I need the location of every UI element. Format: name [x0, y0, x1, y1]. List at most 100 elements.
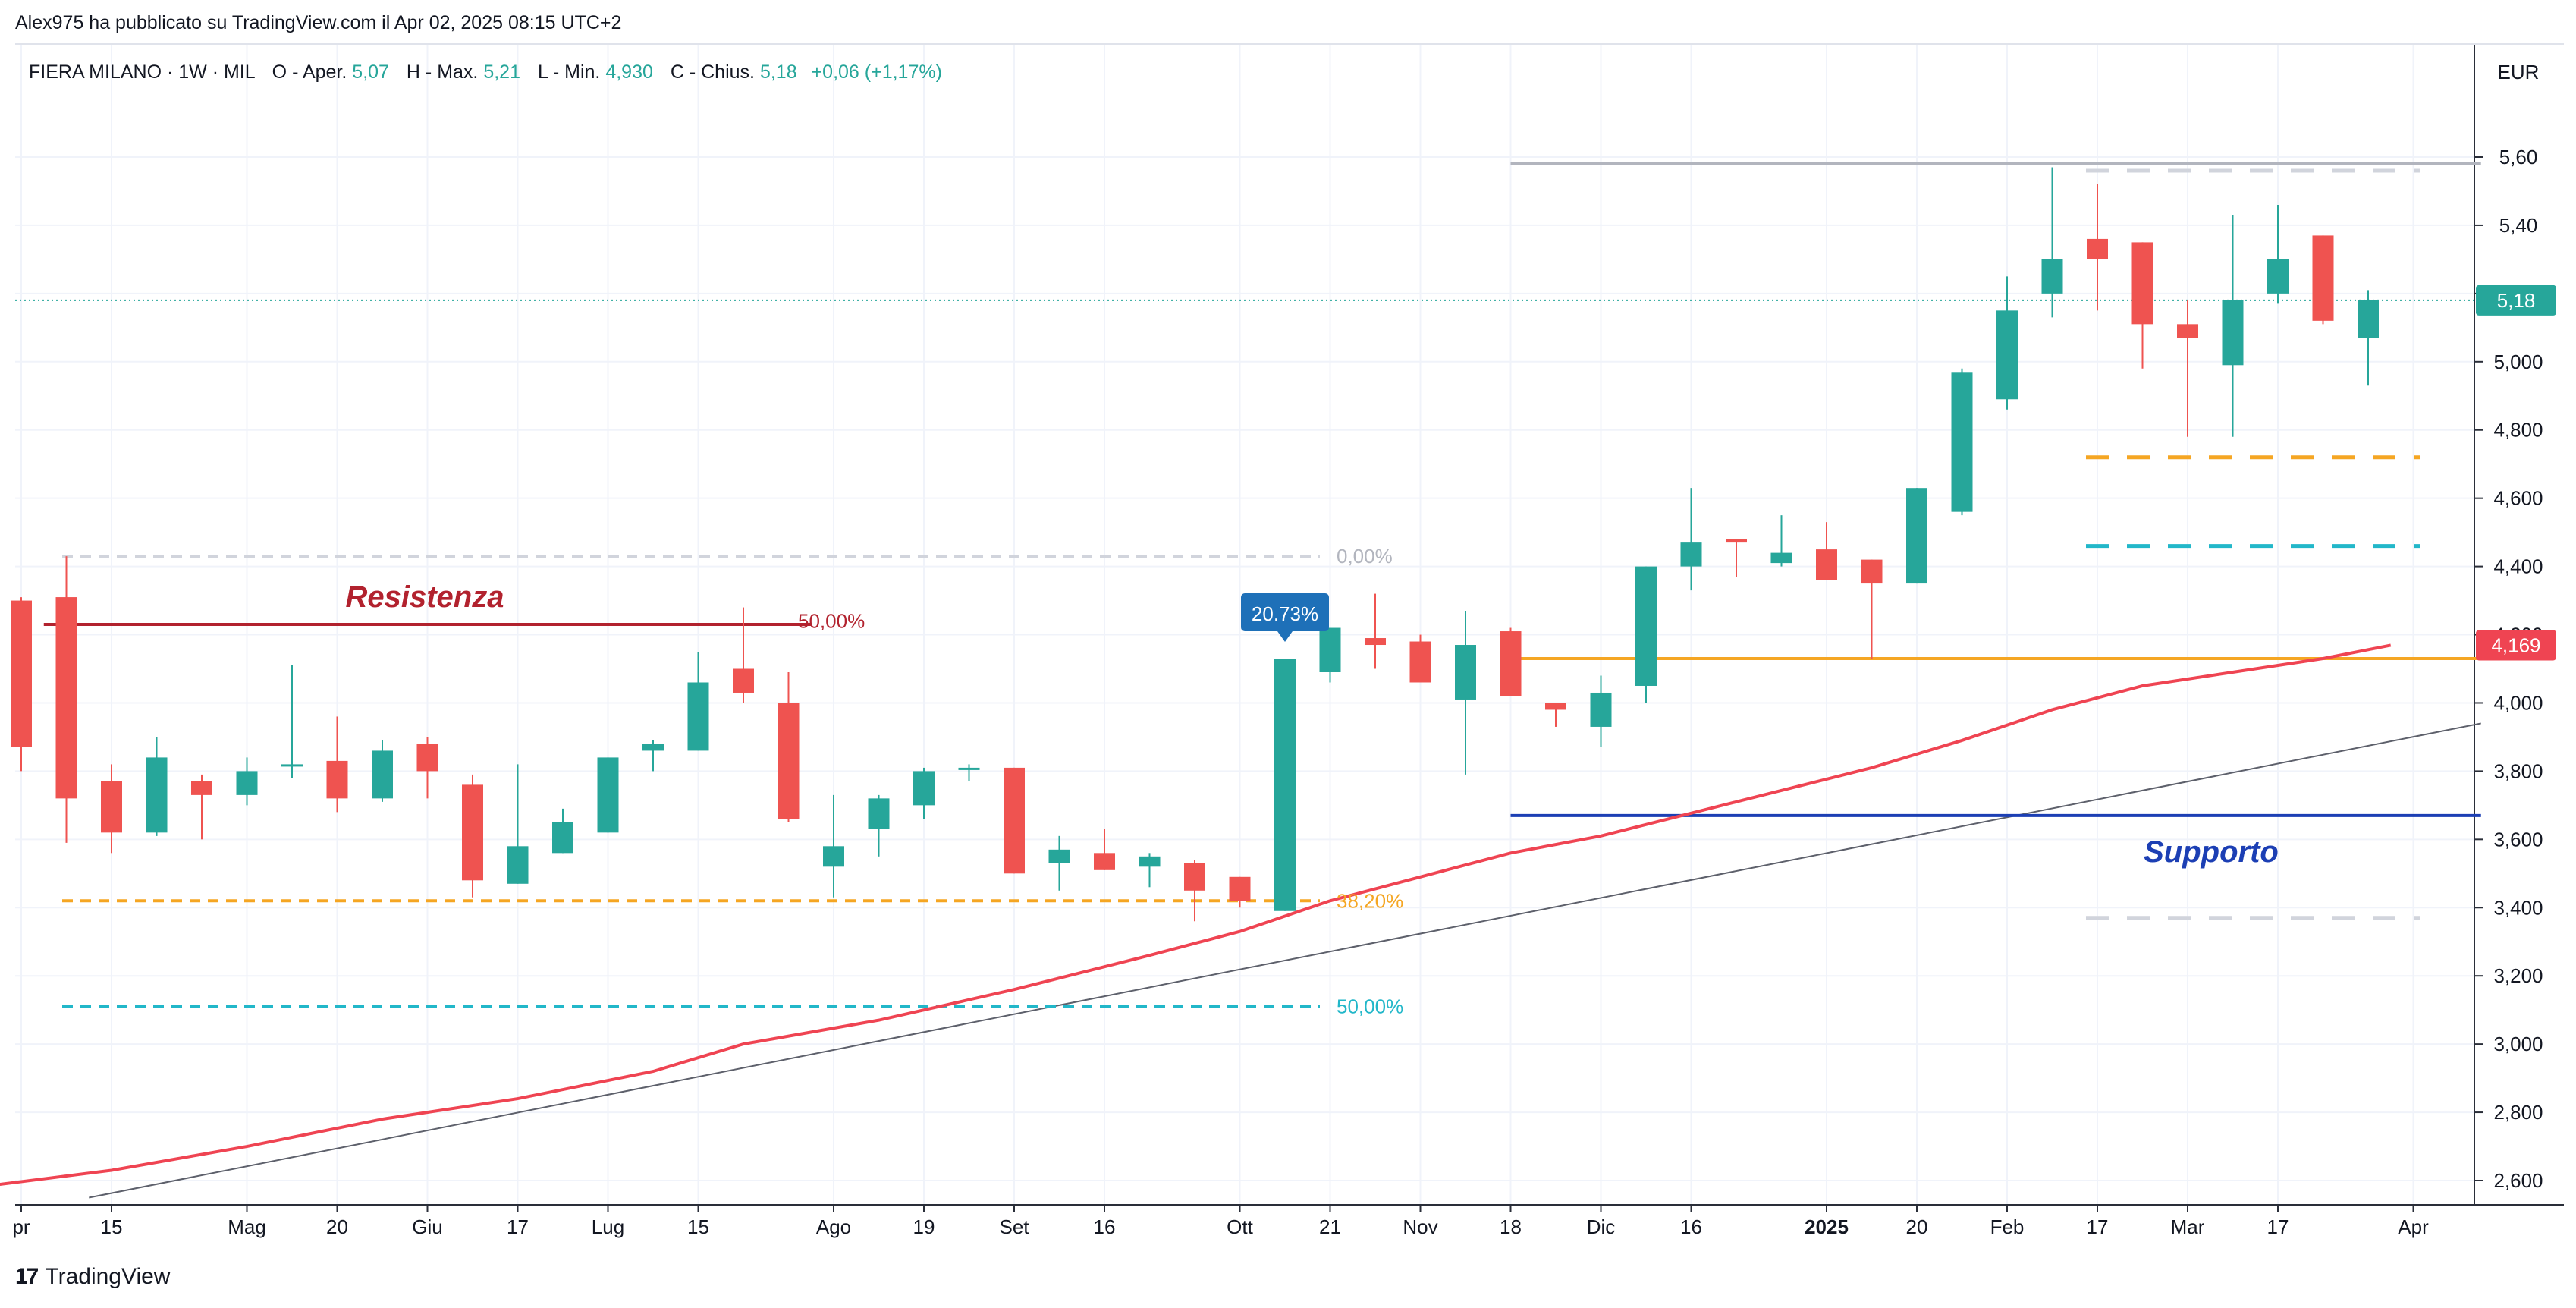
candle-body-down: [191, 781, 212, 795]
candle-body-up: [868, 798, 890, 829]
x-tick-label: Lug: [592, 1215, 624, 1238]
candle-body-down: [1545, 703, 1566, 710]
candle-body-down: [2312, 235, 2334, 321]
candle-body-down: [1409, 641, 1431, 683]
y-tick-label: 4,400: [2493, 555, 2543, 578]
candle-body-down: [2131, 242, 2153, 325]
price-tag-label: 4,169: [2491, 634, 2540, 656]
currency-label: EUR: [2498, 61, 2540, 83]
legend-change: +0,06 (+1,17%): [812, 61, 942, 83]
legend-high-label: H - Max.: [407, 61, 478, 83]
x-tick-label: 16: [1680, 1215, 1702, 1238]
fib-level-label: 38,20%: [1337, 889, 1403, 912]
y-tick-label: 3,000: [2493, 1033, 2543, 1055]
price-tag-label: 5,18: [2497, 289, 2536, 312]
y-tick-label: 5,000: [2493, 351, 2543, 373]
y-tick-label: 4,600: [2493, 487, 2543, 510]
x-tick-label: pr: [12, 1215, 30, 1238]
candle-body-up: [1635, 566, 1657, 686]
candle-body-up: [1455, 645, 1476, 700]
x-tick-label: Apr: [2398, 1215, 2429, 1238]
x-tick-label: 15: [687, 1215, 709, 1238]
x-tick-label: Set: [999, 1215, 1029, 1238]
footer: 17 TradingView: [15, 1264, 170, 1290]
legend-close-value: 5,18: [760, 61, 797, 83]
moving-average-layer: [0, 643, 2392, 1187]
trendline: [89, 722, 2481, 1199]
candle-body-down: [1726, 539, 1747, 543]
candle-body-up: [687, 682, 709, 751]
callout-pointer: [1277, 631, 1293, 642]
candle-body-up: [597, 757, 619, 833]
x-tick-label: 18: [1500, 1215, 1522, 1238]
x-tick-label: Ott: [1227, 1215, 1253, 1238]
candle-body-down: [1500, 631, 1522, 696]
x-tick-label: 19: [913, 1215, 935, 1238]
candle-body-down: [1365, 638, 1386, 646]
candle-body-down: [1004, 767, 1025, 874]
candle-body-up: [2041, 259, 2063, 294]
legend-open-value: 5,07: [352, 61, 389, 83]
candle-body-down: [733, 668, 754, 693]
callout-label: 20.73%: [1252, 602, 1318, 625]
fib-level-label: 50,00%: [798, 610, 865, 633]
labels: Supporto Resistenza 0,00% 50,00% 38,20% 50,00…: [346, 285, 2556, 1018]
candle-body-up: [146, 757, 168, 833]
candle-body-up: [2358, 300, 2379, 338]
price-tag: [2476, 630, 2556, 661]
candle-body-up: [1906, 488, 1927, 584]
y-tick-label: 3,400: [2493, 896, 2543, 919]
x-tick-label: 21: [1319, 1215, 1341, 1238]
x-tick-label: 16: [1094, 1215, 1116, 1238]
y-tick-label: 4,800: [2493, 419, 2543, 442]
candle-body-down: [11, 600, 32, 747]
candle-body-up: [281, 764, 303, 767]
legend: FIERA MILANO · 1W · MIL O - Aper. 5,07 H…: [29, 61, 942, 83]
moving-average-line: [0, 643, 2392, 1187]
candle-body-down: [462, 784, 483, 881]
callout-box: [1241, 593, 1329, 631]
candle-body-down: [326, 760, 348, 799]
candle-body-down: [1816, 549, 1837, 580]
legend-low-label: L - Min.: [538, 61, 600, 83]
x-tick-label: Dic: [1587, 1215, 1616, 1238]
candle-body-up: [372, 750, 393, 799]
x-tick-label: Nov: [1403, 1215, 1437, 1238]
candle-body-up: [507, 846, 529, 884]
candle-body-up: [552, 822, 573, 854]
x-tick-label: Mag: [228, 1215, 266, 1238]
x-tick-label: Giu: [412, 1215, 442, 1238]
tradingview-logo-icon: 17: [15, 1264, 39, 1289]
candle-body-up: [1590, 692, 1612, 727]
drawings: [15, 162, 2481, 1199]
tradingview-brand: TradingView: [45, 1264, 171, 1289]
price-tag: [2476, 285, 2556, 316]
x-tick-label: 2025: [1805, 1215, 1849, 1238]
x-tick-label: 20: [1906, 1215, 1928, 1238]
candle-body-down: [2087, 238, 2108, 259]
legend-open-label: O - Aper.: [272, 61, 347, 83]
x-tick-label: 15: [101, 1215, 123, 1238]
y-tick-label: 4,000: [2493, 691, 2543, 714]
candle-body-down: [416, 744, 438, 772]
legend-high-value: 5,21: [483, 61, 520, 83]
fib-level-label: 0,00%: [1337, 545, 1393, 568]
x-tick-label: 17: [507, 1215, 529, 1238]
candle-body-down: [2177, 324, 2198, 338]
y-tick-label: 5,40: [2499, 214, 2538, 237]
y-tick-label: 5,60: [2499, 146, 2538, 168]
x-tick-label: Ago: [816, 1215, 851, 1238]
svg-text:FIERA MILANO · 1W · MIL: FIERA MILANO · 1W · MIL O - Aper. 5,07 H…: [29, 61, 942, 83]
fib-level-label: 50,00%: [1337, 995, 1403, 1018]
x-tick-label: Mar: [2171, 1215, 2205, 1238]
candle-body-down: [1861, 559, 1883, 584]
y-tick-label: 2,800: [2493, 1101, 2543, 1124]
legend-close-label: C - Chius.: [671, 61, 755, 83]
candle-body-up: [823, 846, 844, 867]
axes: 5,605,405,2005,0004,8004,6004,4004,2004,…: [12, 43, 2564, 1238]
candle-body-up: [236, 771, 258, 795]
y-tick-label: 3,800: [2493, 759, 2543, 782]
candle-body-down: [1094, 853, 1115, 870]
resistance-label: Resistenza: [346, 580, 504, 614]
